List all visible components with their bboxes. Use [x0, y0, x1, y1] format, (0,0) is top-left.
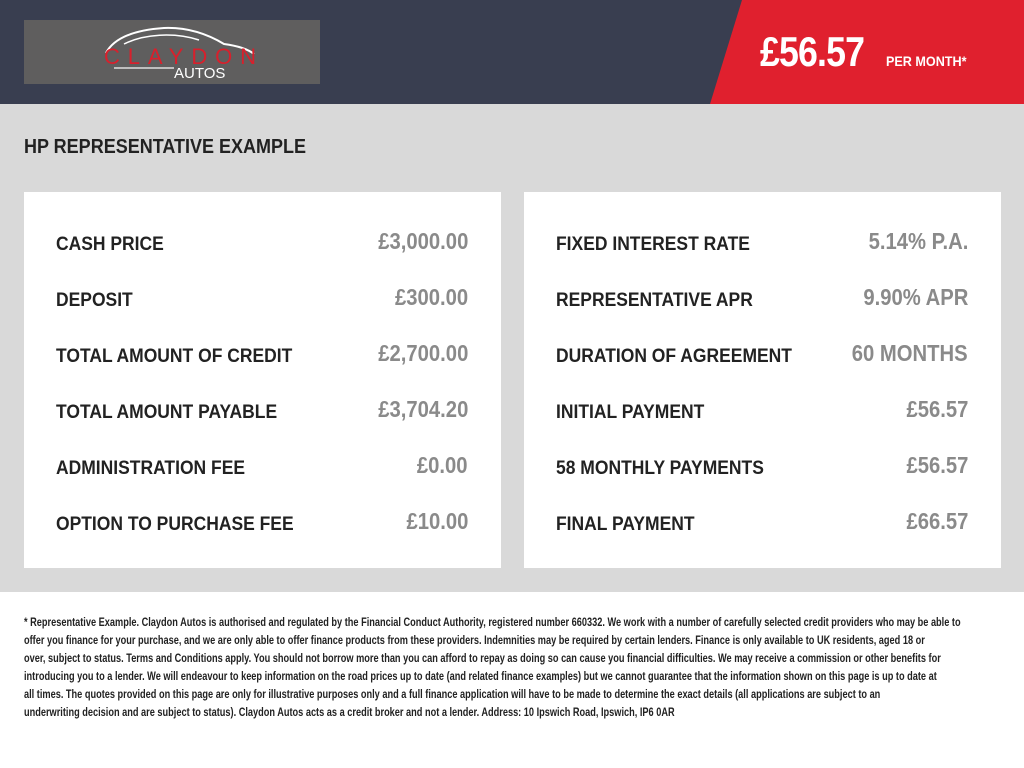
- finance-row: REPRESENTATIVE APR 9.90% APR: [556, 284, 968, 314]
- row-label: CASH PRICE: [56, 234, 164, 255]
- row-value: £66.57: [906, 508, 968, 534]
- monthly-price: £56.57: [760, 28, 865, 75]
- row-label: TOTAL AMOUNT OF CREDIT: [56, 346, 293, 367]
- row-value: 60 MONTHS: [852, 340, 968, 366]
- row-value: £56.57: [906, 452, 968, 478]
- disclaimer: * Representative Example. Claydon Autos …: [24, 614, 1024, 722]
- row-label: FIXED INTEREST RATE: [556, 234, 750, 255]
- finance-row: CASH PRICE £3,000.00: [56, 228, 468, 258]
- disclaimer-line: over, subject to status. Terms and Condi…: [24, 653, 941, 665]
- finance-row: INITIAL PAYMENT £56.57: [556, 396, 968, 426]
- finance-row: DEPOSIT £300.00: [56, 284, 468, 314]
- finance-row: FINAL PAYMENT £66.57: [556, 508, 968, 538]
- finance-card-right: FIXED INTEREST RATE 5.14% P.A. REPRESENTAT…: [524, 192, 1001, 568]
- disclaimer-line: all times. The quotes provided on this p…: [24, 689, 881, 701]
- row-label: ADMINISTRATION FEE: [56, 458, 246, 479]
- row-label: TOTAL AMOUNT PAYABLE: [56, 402, 278, 423]
- row-value: £0.00: [417, 452, 468, 478]
- finance-row: 58 MONTHLY PAYMENTS £56.57: [556, 452, 968, 482]
- row-label: OPTION TO PURCHASE FEE: [56, 514, 294, 535]
- finance-row: OPTION TO PURCHASE FEE £10.00: [56, 508, 468, 538]
- row-value: £2,700.00: [377, 340, 468, 366]
- row-value: £56.57: [906, 396, 968, 422]
- finance-row: ADMINISTRATION FEE £0.00: [56, 452, 468, 482]
- finance-row: DURATION OF AGREEMENT 60 MONTHS: [556, 340, 968, 370]
- disclaimer-line: * Representative Example. Claydon Autos …: [24, 617, 961, 629]
- row-value: £300.00: [394, 284, 468, 310]
- finance-row: TOTAL AMOUNT OF CREDIT £2,700.00: [56, 340, 468, 370]
- row-label: INITIAL PAYMENT: [556, 402, 705, 423]
- row-value: 5.14% P.A.: [868, 228, 968, 254]
- row-label: REPRESENTATIVE APR: [556, 290, 753, 311]
- finance-card-left: CASH PRICE £3,000.00 DEPOSIT £300.00 TOTAL A…: [24, 192, 501, 568]
- disclaimer-line: underwriting decision and are subject to…: [24, 707, 675, 719]
- finance-row: TOTAL AMOUNT PAYABLE £3,704.20: [56, 396, 468, 426]
- row-label: 58 MONTHLY PAYMENTS: [556, 458, 764, 479]
- per-month-label: PER MONTH*: [886, 53, 967, 69]
- finance-row: FIXED INTEREST RATE 5.14% P.A.: [556, 228, 968, 258]
- disclaimer-line: introducing you to a lender. We will end…: [24, 671, 937, 683]
- row-value: £3,000.00: [377, 228, 468, 254]
- disclaimer-line: offer you finance for your purchase, and…: [24, 635, 925, 647]
- row-label: DEPOSIT: [56, 290, 133, 311]
- header: CLAYDON AUTOS £56.57 PER MONTH*: [0, 0, 1024, 104]
- price-banner: [710, 0, 1024, 104]
- row-label: DURATION OF AGREEMENT: [556, 346, 792, 367]
- svg-text:CLAYDON: CLAYDON: [104, 44, 256, 69]
- row-label: FINAL PAYMENT: [556, 514, 695, 535]
- claydon-autos-logo: CLAYDON AUTOS: [24, 20, 320, 84]
- svg-text:AUTOS: AUTOS: [174, 65, 225, 82]
- row-value: £3,704.20: [377, 396, 468, 422]
- row-value: 9.90% APR: [863, 284, 968, 310]
- row-value: £10.00: [406, 508, 468, 534]
- section-title: HP REPRESENTATIVE EXAMPLE: [24, 136, 307, 158]
